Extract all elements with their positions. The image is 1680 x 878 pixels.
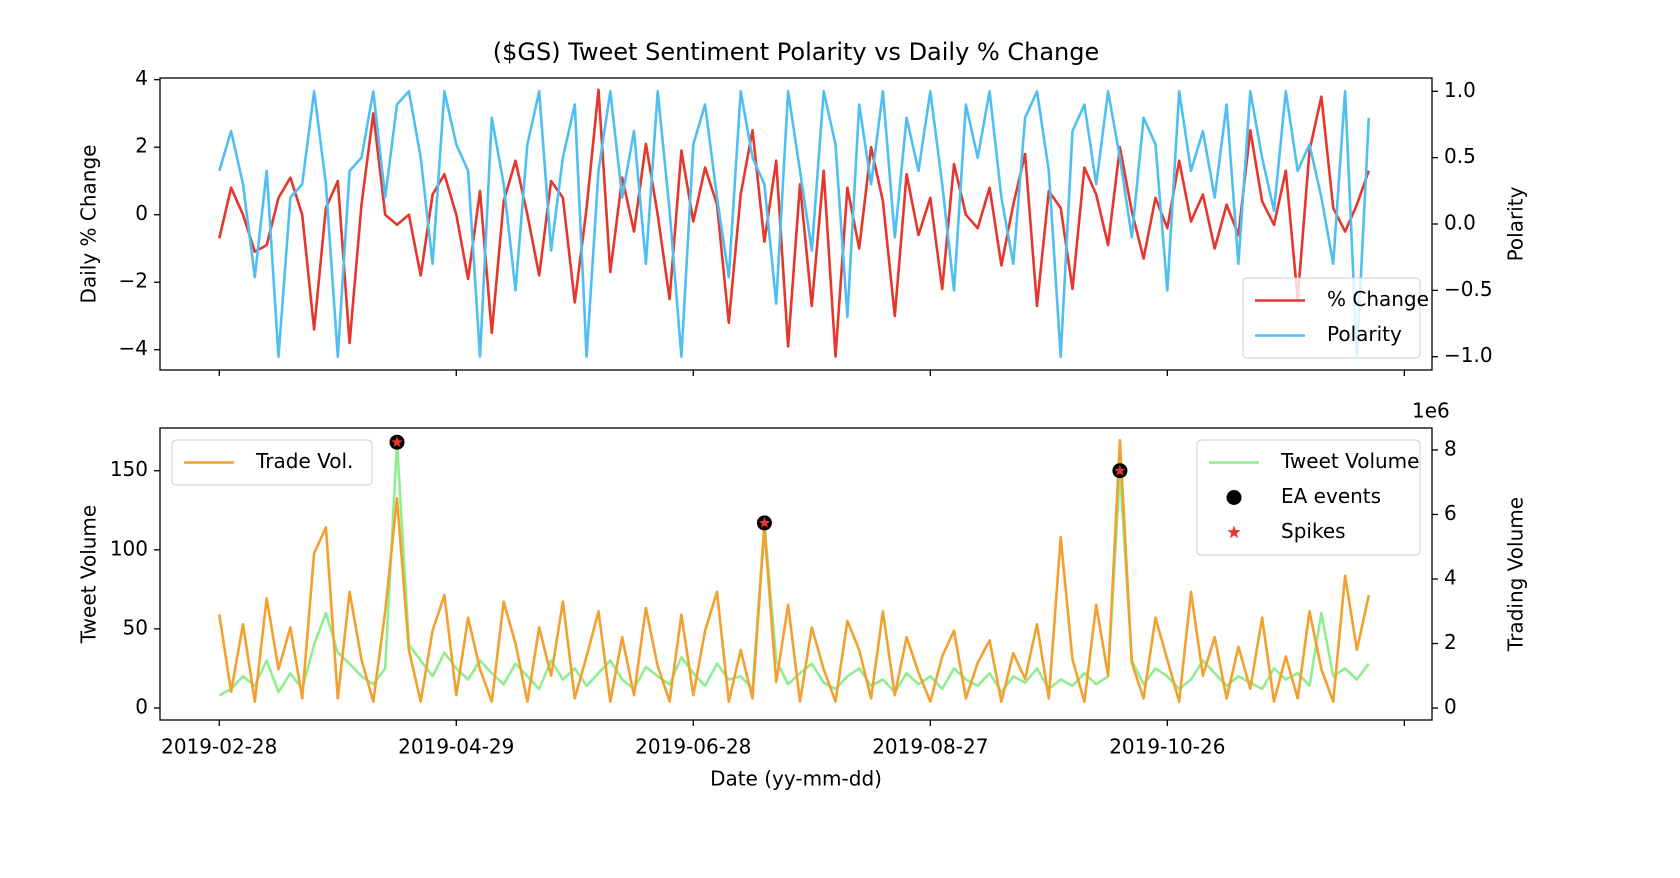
y2-tick-label: 4 [1444, 566, 1457, 590]
y2-axis-label: Trading Volume [1504, 497, 1528, 652]
y-tick-label: 150 [110, 457, 148, 481]
x-tick-label: 2019-02-28 [161, 735, 277, 759]
y-tick-label: 50 [123, 615, 148, 639]
y2-tick-label: −1.0 [1444, 343, 1493, 367]
x-axis-label: Date (yy-mm-dd) [710, 767, 882, 791]
legend-label: Trade Vol. [255, 449, 353, 473]
spike-marker [1114, 464, 1126, 476]
y-tick-label: 4 [135, 66, 148, 90]
y-tick-label: 2 [135, 134, 148, 158]
legend-label: Spikes [1281, 519, 1346, 543]
legend-swatch [1227, 525, 1241, 539]
series-line [218, 88, 1371, 358]
y2-tick-label: 0.5 [1444, 144, 1476, 168]
y-tick-label: −2 [119, 269, 148, 293]
legend-box [1242, 277, 1421, 359]
y-tick-label: 0 [135, 694, 148, 718]
y2-tick-label: 2 [1444, 630, 1457, 654]
x-tick-label: 2019-04-29 [398, 735, 514, 759]
y2-tick-label: 0 [1444, 695, 1457, 719]
y-tick-label: 0 [135, 201, 148, 225]
y2-offset-label: 1e6 [1412, 399, 1450, 423]
axes-frame [159, 77, 1433, 371]
legend-label: Polarity [1327, 322, 1402, 346]
spike-marker [758, 516, 771, 528]
series-line [218, 440, 1370, 697]
series-line [218, 439, 1371, 703]
series-line [218, 90, 1371, 358]
axes-frame [159, 427, 1433, 721]
legend-box [1196, 439, 1421, 556]
spike-marker [391, 436, 403, 448]
x-tick-label: 2019-10-26 [1109, 735, 1225, 759]
legend-label: Tweet Volume [1280, 449, 1419, 473]
legend-label: EA events [1281, 484, 1381, 508]
y-tick-label: 100 [110, 536, 148, 560]
legend-box [171, 439, 373, 486]
chart-title: ($GS) Tweet Sentiment Polarity vs Daily … [493, 38, 1100, 66]
legend-label: % Change [1327, 287, 1429, 311]
y2-tick-label: −0.5 [1444, 277, 1493, 301]
y2-axis-label: Polarity [1504, 186, 1528, 261]
y2-tick-label: 8 [1444, 436, 1457, 460]
y-axis-label: Daily % Change [77, 145, 101, 304]
y-axis-label: Tweet Volume [77, 505, 101, 644]
y2-tick-label: 6 [1444, 501, 1457, 525]
y-tick-label: −4 [119, 336, 148, 360]
y2-tick-label: 1.0 [1444, 78, 1476, 102]
y2-tick-label: 0.0 [1444, 211, 1476, 235]
x-tick-label: 2019-06-28 [635, 735, 751, 759]
x-tick-label: 2019-08-27 [872, 735, 988, 759]
legend-swatch [1226, 490, 1242, 505]
